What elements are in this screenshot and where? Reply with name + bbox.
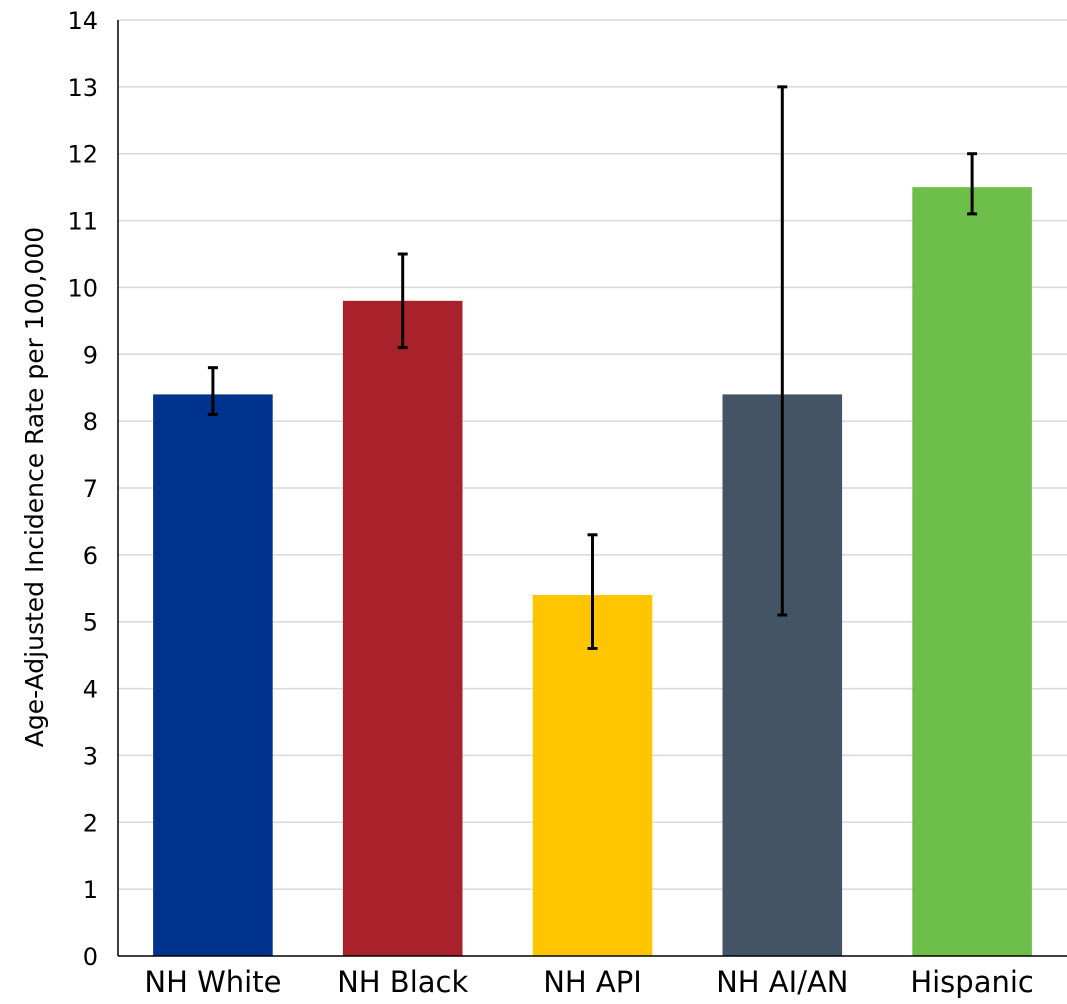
y-tick-label: 7 [83,475,98,503]
x-category-labels: NH White NH Black NH API NH AI/AN Hispanic [144,965,1033,999]
error-bar [587,533,598,650]
y-tick-label: 3 [83,742,98,770]
x-category-label: NH API [543,965,642,999]
error-bar [397,252,408,350]
error-bar [967,152,978,216]
x-category-label: NH Black [337,965,468,999]
y-tick-label: 13 [67,74,98,102]
y-tick-label: 8 [83,408,98,436]
x-category-label: NH White [144,965,281,999]
y-tick-label: 1 [83,876,98,904]
bar [342,300,463,956]
bar [912,187,1032,957]
y-tick-label: 0 [83,943,98,971]
error-bar [777,85,788,617]
y-tick-label: 9 [83,341,98,369]
y-tick-label: 11 [67,208,98,236]
y-tick-label: 14 [67,7,98,35]
y-tick-label: 10 [67,274,98,302]
bars [153,187,1032,957]
axes [117,20,1067,957]
y-tick-label: 12 [67,141,98,169]
x-category-label: NH AI/AN [716,965,848,999]
y-axis-title: Age-Adjusted Incidence Rate per 100,000 [20,227,49,747]
error-bars [207,85,978,650]
y-tick-label: 6 [83,542,98,570]
x-category-label: Hispanic [910,965,1034,999]
y-tick-label: 5 [83,609,98,637]
bar [153,394,273,956]
error-bar [207,366,218,416]
y-tick-label: 4 [83,676,98,704]
y-tick-label: 2 [83,809,98,837]
bar [532,594,653,956]
